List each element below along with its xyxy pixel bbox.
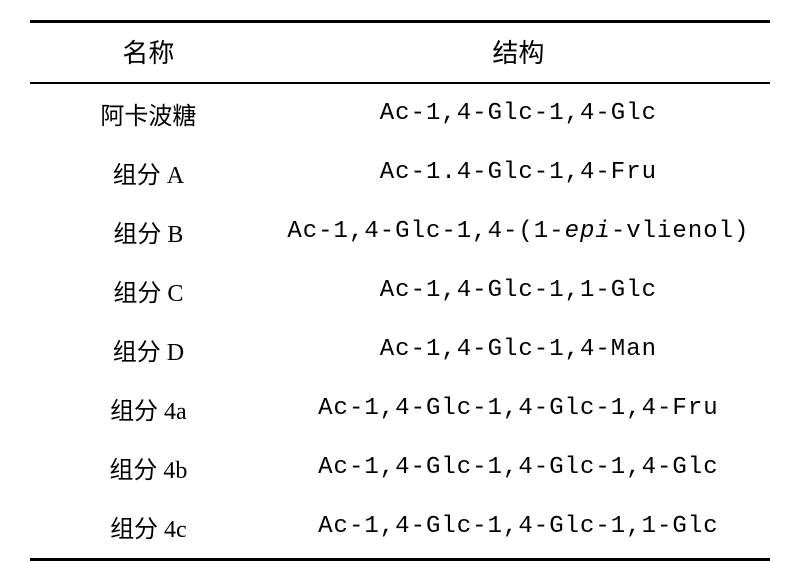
cell-structure: Ac-1,4-Glc-1,4-Glc-1,4-Fru — [267, 379, 770, 438]
table-row: 组分 4b Ac-1,4-Glc-1,4-Glc-1,4-Glc — [30, 438, 770, 497]
table-row: 组分 A Ac-1.4-Glc-1,4-Fru — [30, 143, 770, 202]
cell-structure: Ac-1.4-Glc-1,4-Fru — [267, 143, 770, 202]
cell-name: 组分 4c — [30, 497, 267, 560]
cell-name: 组分 C — [30, 261, 267, 320]
cell-name: 组分 A — [30, 143, 267, 202]
col-header-structure: 结构 — [267, 22, 770, 84]
table-row: 组分 4a Ac-1,4-Glc-1,4-Glc-1,4-Fru — [30, 379, 770, 438]
cell-structure: Ac-1,4-Glc-1,1-Glc — [267, 261, 770, 320]
structure-table: 名称 结构 阿卡波糖 Ac-1,4-Glc-1,4-Glc 组分 A Ac-1.… — [30, 20, 770, 561]
cell-name: 组分 B — [30, 202, 267, 261]
table-row: 阿卡波糖 Ac-1,4-Glc-1,4-Glc — [30, 83, 770, 143]
table-row: 组分 B Ac-1,4-Glc-1,4-(1-epi-vlienol) — [30, 202, 770, 261]
table-container: 名称 结构 阿卡波糖 Ac-1,4-Glc-1,4-Glc 组分 A Ac-1.… — [0, 0, 800, 528]
cell-name: 阿卡波糖 — [30, 83, 267, 143]
cell-name: 组分 4b — [30, 438, 267, 497]
cell-structure: Ac-1,4-Glc-1,4-Glc-1,4-Glc — [267, 438, 770, 497]
cell-structure: Ac-1,4-Glc-1,4-Glc — [267, 83, 770, 143]
table-row: 组分 D Ac-1,4-Glc-1,4-Man — [30, 320, 770, 379]
table-row: 组分 C Ac-1,4-Glc-1,1-Glc — [30, 261, 770, 320]
col-header-name: 名称 — [30, 22, 267, 84]
table-row: 组分 4c Ac-1,4-Glc-1,4-Glc-1,1-Glc — [30, 497, 770, 560]
cell-name: 组分 D — [30, 320, 267, 379]
cell-structure: Ac-1,4-Glc-1,4-Glc-1,1-Glc — [267, 497, 770, 560]
cell-structure: Ac-1,4-Glc-1,4-(1-epi-vlienol) — [267, 202, 770, 261]
table-header-row: 名称 结构 — [30, 22, 770, 84]
cell-structure: Ac-1,4-Glc-1,4-Man — [267, 320, 770, 379]
cell-name: 组分 4a — [30, 379, 267, 438]
